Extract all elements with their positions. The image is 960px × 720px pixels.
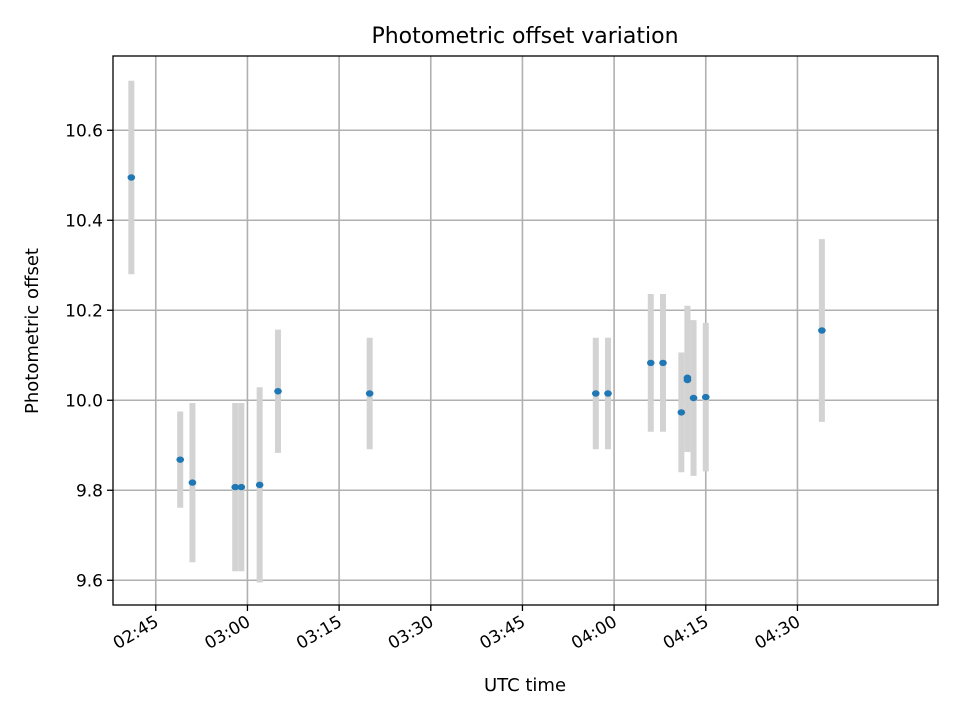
x-tick-label: 03:45: [477, 612, 529, 654]
y-tick-label: 9.6: [76, 571, 103, 591]
plot-frame: [112, 55, 939, 606]
error-bar-layer: [128, 80, 825, 583]
data-point: [127, 174, 136, 181]
x-tick-label: 04:30: [752, 612, 804, 654]
data-point: [818, 327, 826, 334]
data-point: [604, 390, 612, 397]
y-tick-label: 9.8: [76, 481, 103, 501]
data-point: [646, 359, 655, 367]
chart-title: Photometric offset variation: [371, 24, 678, 49]
y-tick-label: 10.4: [65, 211, 103, 231]
x-tick-label: 02:45: [110, 612, 162, 654]
data-point: [591, 390, 600, 397]
data-point: [237, 483, 246, 491]
data-point: [659, 359, 667, 367]
data-point: [255, 481, 264, 489]
data-point: [188, 479, 197, 486]
y-tick-label: 10.2: [65, 301, 103, 321]
y-tick-label: 10.0: [65, 391, 103, 411]
y-tick-label: 10.6: [65, 121, 103, 141]
x-tick-label: 03:00: [202, 612, 254, 654]
x-axis-label: UTC time: [484, 675, 566, 696]
data-point: [701, 393, 710, 401]
x-tick-label: 04:15: [660, 612, 712, 654]
x-tick-label: 03:15: [293, 612, 345, 654]
y-axis: 9.6 9.8 10.0 10.2 10.4 10.6: [65, 121, 113, 591]
grid-layer: [113, 56, 938, 605]
y-axis-label: Photometric offset: [22, 248, 43, 414]
data-point: [365, 390, 374, 397]
data-point: [274, 388, 282, 395]
data-point: [176, 456, 185, 463]
data-point: [677, 409, 686, 416]
x-tick-label: 04:00: [568, 612, 620, 654]
x-axis: 02:45 03:00 03:15 03:30 03:45 04:00 04:15 04:30: [110, 605, 804, 654]
data-point: [231, 483, 240, 491]
data-point: [689, 394, 698, 402]
data-point-layer: [127, 174, 826, 491]
x-tick-label: 03:30: [385, 612, 437, 654]
data-point: [683, 376, 692, 384]
